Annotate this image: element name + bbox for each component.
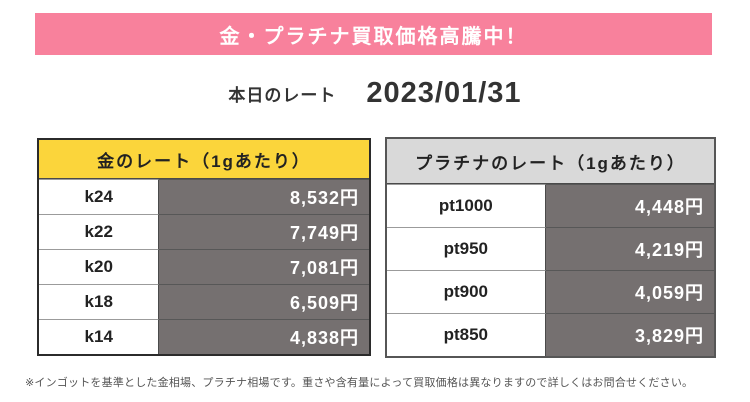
promo-banner: 金・プラチナ買取価格高騰中！ [35,13,712,55]
table-row: pt900 4,059円 [387,270,714,313]
platinum-price-value: 4,219円 [545,227,714,270]
platinum-price-value: 3,829円 [545,313,714,356]
today-rate-row: 本日のレート 2023/01/31 [0,72,750,114]
platinum-price-value: 4,448円 [545,184,714,227]
platinum-rate-table: プラチナのレート（1gあたり） pt1000 4,448円 pt950 4,21… [385,137,716,358]
table-row: pt950 4,219円 [387,227,714,270]
platinum-table-title: プラチナのレート（1gあたり） [387,139,714,184]
gold-price-value: 7,749円 [159,214,369,249]
platinum-price-value: 4,059円 [545,270,714,313]
table-row: pt1000 4,448円 [387,184,714,227]
gold-price-value: 7,081円 [159,249,369,284]
today-rate-label: 本日のレート [228,85,337,105]
today-rate-date: 2023/01/31 [366,76,522,109]
gold-rate-table: 金のレート（1gあたり） k24 8,532円 k22 7,749円 k20 7… [37,138,371,356]
platinum-purity-label: pt900 [387,270,546,313]
promo-banner-text: 金・プラチナ買取価格高騰中！ [219,25,528,48]
platinum-purity-label: pt1000 [387,184,546,227]
table-row: k22 7,749円 [39,214,369,249]
gold-karat-label: k14 [39,319,160,354]
gold-price-value: 4,838円 [159,319,369,354]
table-row: k20 7,081円 [39,249,369,284]
table-row: k24 8,532円 [39,179,369,214]
table-row: pt850 3,829円 [387,313,714,356]
gold-karat-label: k24 [39,179,160,214]
gold-karat-label: k20 [39,249,160,284]
gold-table-title: 金のレート（1gあたり） [39,140,369,179]
gold-karat-label: k22 [39,214,160,249]
platinum-purity-label: pt850 [387,313,546,356]
disclaimer-note: ※インゴットを基準とした金相場、プラチナ相場です。重さや含有量によって買取価格は… [25,377,694,389]
gold-price-value: 6,509円 [159,284,369,319]
table-row: k18 6,509円 [39,284,369,319]
platinum-purity-label: pt950 [387,227,546,270]
gold-karat-label: k18 [39,284,160,319]
gold-price-value: 8,532円 [159,179,369,214]
table-row: k14 4,838円 [39,319,369,354]
